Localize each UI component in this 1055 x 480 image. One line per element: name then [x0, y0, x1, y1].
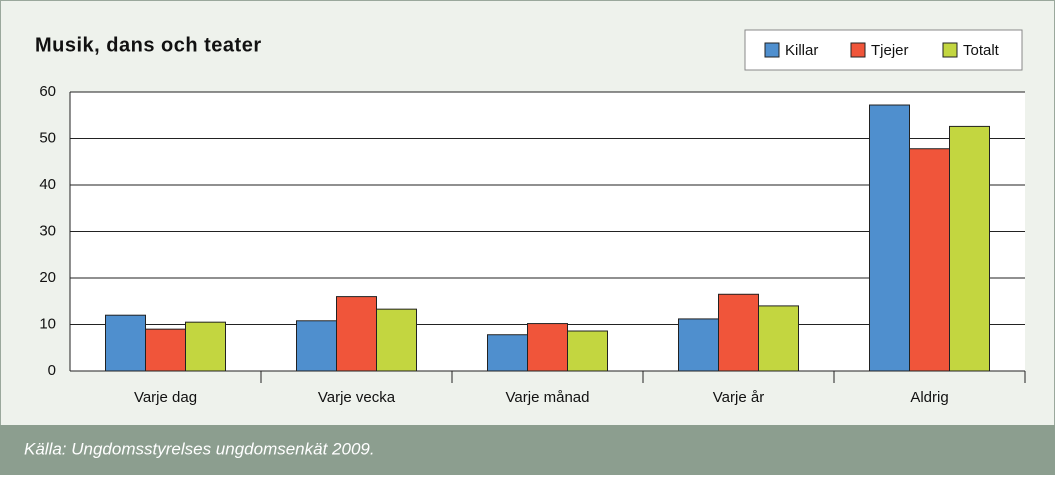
- bar: [567, 330, 608, 372]
- y-tick-label: 10: [39, 315, 56, 332]
- y-tick-label: 40: [39, 176, 56, 193]
- x-tick-label: Varje dag: [134, 389, 197, 406]
- source: Källa: Ungdomsstyrelses ungdomsenkät 200…: [24, 439, 375, 458]
- bar: [376, 308, 417, 372]
- bar: [949, 125, 990, 372]
- bar: [869, 104, 910, 372]
- legend-label: Killar: [785, 42, 818, 59]
- bar: [145, 328, 186, 372]
- bar: [336, 296, 377, 372]
- bar: [185, 321, 226, 372]
- chart-title: Musik, dans och teater: [35, 34, 262, 56]
- x-tick-label: Varje vecka: [318, 389, 396, 406]
- legend-swatch: [850, 42, 866, 58]
- bar: [909, 148, 950, 372]
- legend-label: Totalt: [963, 42, 1000, 59]
- footer: [0, 425, 1055, 475]
- legend-label: Tjejer: [871, 42, 909, 59]
- bar: [487, 334, 528, 372]
- x-tick-label: Aldrig: [910, 389, 948, 406]
- y-tick-label: 20: [39, 269, 56, 286]
- y-tick-label: 60: [39, 83, 56, 100]
- bar: [105, 314, 146, 372]
- x-tick-label: Varje månad: [506, 389, 590, 406]
- legend: [744, 29, 1023, 71]
- legend-swatch: [942, 42, 958, 58]
- bar: [678, 318, 719, 372]
- y-tick-label: 50: [39, 129, 56, 146]
- bar: [527, 323, 568, 372]
- bar: [718, 293, 759, 372]
- x-tick-label: Varje år: [713, 389, 764, 406]
- bar: [296, 320, 337, 372]
- y-tick-label: 30: [39, 222, 56, 239]
- bar: [758, 305, 799, 372]
- y-tick-label: 0: [48, 362, 56, 379]
- legend-swatch: [764, 42, 780, 58]
